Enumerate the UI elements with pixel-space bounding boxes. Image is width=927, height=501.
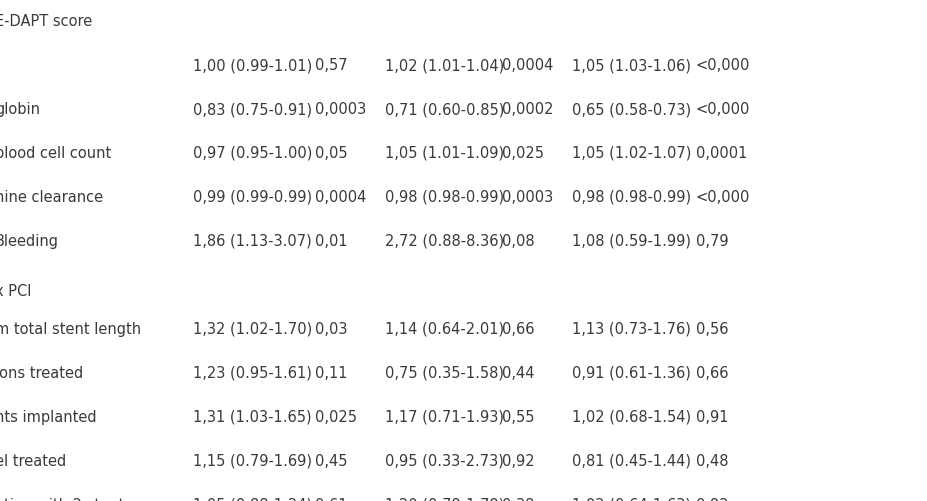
Text: 0,91: 0,91: [696, 410, 729, 425]
Text: 0,0003: 0,0003: [315, 102, 366, 117]
Text: 1,15 (0.79-1.69): 1,15 (0.79-1.69): [193, 454, 312, 469]
Text: 0,55: 0,55: [502, 410, 535, 425]
Text: 0,05: 0,05: [315, 146, 348, 161]
Text: 0,99 (0.99-0.99): 0,99 (0.99-0.99): [193, 190, 312, 205]
Text: 0,025: 0,025: [502, 146, 544, 161]
Text: nts implanted: nts implanted: [0, 410, 96, 425]
Text: 0,65 (0.58-0.73): 0,65 (0.58-0.73): [572, 102, 692, 117]
Text: x PCI: x PCI: [0, 284, 32, 299]
Text: 0,11: 0,11: [315, 366, 348, 381]
Text: 0,01: 0,01: [315, 234, 348, 249]
Text: Bleeding: Bleeding: [0, 234, 59, 249]
Text: 1,00 (0.99-1.01): 1,00 (0.99-1.01): [193, 58, 312, 73]
Text: 1,05 (0.88-1.24): 1,05 (0.88-1.24): [193, 498, 312, 501]
Text: 0,79: 0,79: [696, 234, 729, 249]
Text: 0,48: 0,48: [696, 454, 729, 469]
Text: 0,98 (0.98-0.99): 0,98 (0.98-0.99): [572, 190, 692, 205]
Text: 1,17 (0.71-1.93): 1,17 (0.71-1.93): [385, 410, 504, 425]
Text: 0,0004: 0,0004: [502, 58, 553, 73]
Text: globin: globin: [0, 102, 40, 117]
Text: 0,91 (0.61-1.36): 0,91 (0.61-1.36): [572, 366, 691, 381]
Text: 0,45: 0,45: [315, 454, 348, 469]
Text: 1,86 (1.13-3.07): 1,86 (1.13-3.07): [193, 234, 311, 249]
Text: 0,0003: 0,0003: [502, 190, 553, 205]
Text: 0,71 (0.60-0.85): 0,71 (0.60-0.85): [385, 102, 504, 117]
Text: 0,08: 0,08: [502, 234, 535, 249]
Text: 0,56: 0,56: [696, 322, 729, 337]
Text: 0,0002: 0,0002: [502, 102, 553, 117]
Text: 0,66: 0,66: [502, 322, 535, 337]
Text: 1,08 (0.59-1.99): 1,08 (0.59-1.99): [572, 234, 691, 249]
Text: 0,57: 0,57: [315, 58, 348, 73]
Text: 1,02 (0.64-1.63): 1,02 (0.64-1.63): [572, 498, 691, 501]
Text: 0,81 (0.45-1.44): 0,81 (0.45-1.44): [572, 454, 691, 469]
Text: 1,02 (0.68-1.54): 1,02 (0.68-1.54): [572, 410, 692, 425]
Text: 1,23 (0.95-1.61): 1,23 (0.95-1.61): [193, 366, 311, 381]
Text: 0,0004: 0,0004: [315, 190, 366, 205]
Text: 0,98 (0.98-0.99): 0,98 (0.98-0.99): [385, 190, 504, 205]
Text: nine clearance: nine clearance: [0, 190, 103, 205]
Text: 0,38: 0,38: [502, 498, 534, 501]
Text: 1,05 (1.03-1.06): 1,05 (1.03-1.06): [572, 58, 691, 73]
Text: ation with 2 stents: ation with 2 stents: [0, 498, 132, 501]
Text: blood cell count: blood cell count: [0, 146, 111, 161]
Text: E-DAPT score: E-DAPT score: [0, 14, 93, 29]
Text: 1,31 (1.03-1.65): 1,31 (1.03-1.65): [193, 410, 311, 425]
Text: 2,72 (0.88-8.36): 2,72 (0.88-8.36): [385, 234, 504, 249]
Text: m total stent length: m total stent length: [0, 322, 141, 337]
Text: 0,95 (0.33-2.73): 0,95 (0.33-2.73): [385, 454, 504, 469]
Text: 0,92: 0,92: [696, 498, 729, 501]
Text: 0,025: 0,025: [315, 410, 357, 425]
Text: 0,44: 0,44: [502, 366, 535, 381]
Text: <0,000: <0,000: [696, 190, 750, 205]
Text: 1,20 (0.79-1.79): 1,20 (0.79-1.79): [385, 498, 504, 501]
Text: 0,0001: 0,0001: [696, 146, 747, 161]
Text: 1,32 (1.02-1.70): 1,32 (1.02-1.70): [193, 322, 312, 337]
Text: ions treated: ions treated: [0, 366, 83, 381]
Text: 0,75 (0.35-1.58): 0,75 (0.35-1.58): [385, 366, 504, 381]
Text: 0,83 (0.75-0.91): 0,83 (0.75-0.91): [193, 102, 312, 117]
Text: 1,05 (1.01-1.09): 1,05 (1.01-1.09): [385, 146, 504, 161]
Text: 0,66: 0,66: [696, 366, 729, 381]
Text: 1,13 (0.73-1.76): 1,13 (0.73-1.76): [572, 322, 691, 337]
Text: el treated: el treated: [0, 454, 66, 469]
Text: 0,97 (0.95-1.00): 0,97 (0.95-1.00): [193, 146, 312, 161]
Text: 1,05 (1.02-1.07): 1,05 (1.02-1.07): [572, 146, 692, 161]
Text: <0,000: <0,000: [696, 102, 750, 117]
Text: 1,14 (0.64-2.01): 1,14 (0.64-2.01): [385, 322, 504, 337]
Text: 1,02 (1.01-1.04): 1,02 (1.01-1.04): [385, 58, 504, 73]
Text: 0,03: 0,03: [315, 322, 348, 337]
Text: <0,000: <0,000: [696, 58, 750, 73]
Text: 0,92: 0,92: [502, 454, 535, 469]
Text: 0,61: 0,61: [315, 498, 348, 501]
